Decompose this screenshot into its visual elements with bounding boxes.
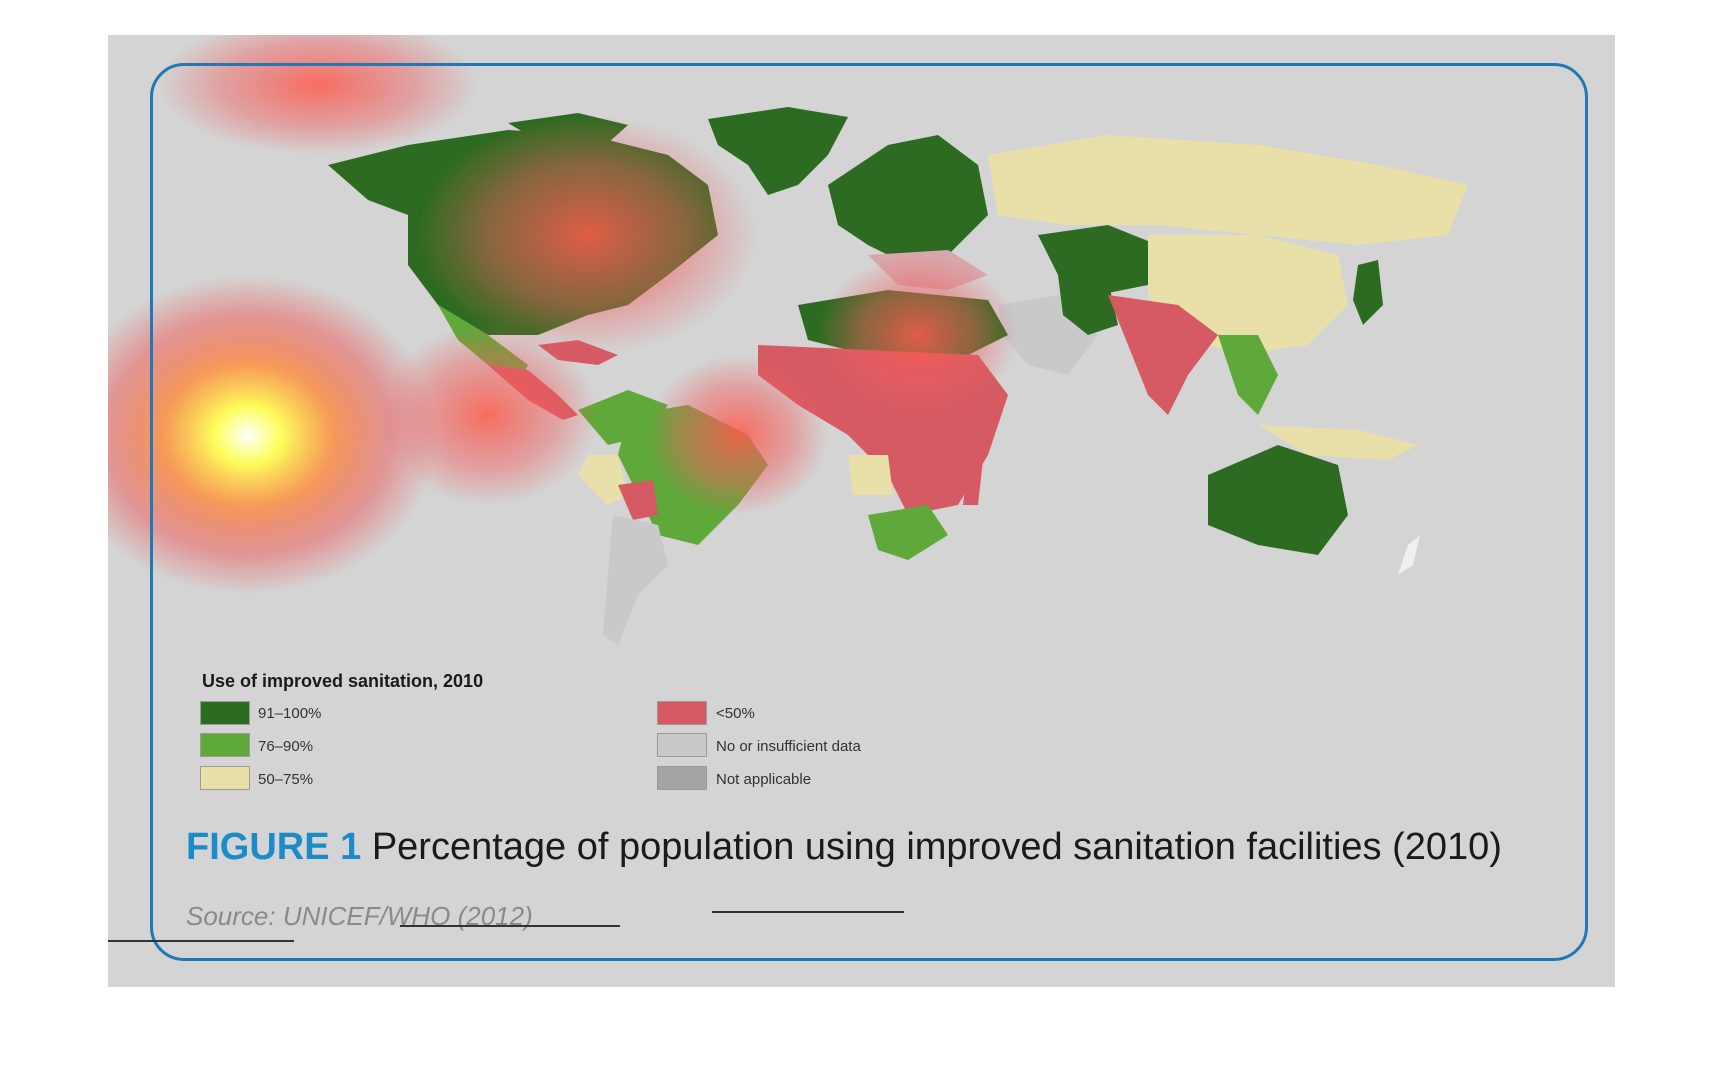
region-peru — [578, 455, 628, 505]
divider-line — [400, 925, 620, 927]
region-japan — [1353, 260, 1383, 325]
legend-swatch-not-applicable — [657, 766, 707, 790]
legend-label-50-75: 50–75% — [258, 771, 314, 788]
legend-label-not-applicable: Not applicable — [716, 771, 812, 788]
region-madagascar — [963, 460, 983, 505]
figure-caption: FIGURE 1 Percentage of population using … — [186, 826, 1502, 869]
legend-swatch-91-100 — [200, 701, 250, 725]
figure-caption-text: Percentage of population using improved … — [371, 826, 1502, 868]
legend-label-under-50: <50% — [716, 705, 755, 722]
region-angola — [848, 455, 893, 495]
region-india — [1108, 295, 1218, 415]
legend-label-no-data: No or insufficient data — [716, 738, 861, 755]
figure-frame — [150, 63, 1588, 961]
legend-swatch-under-50 — [657, 701, 707, 725]
region-new-zealand — [1398, 535, 1420, 575]
heatmap-hotspot-atlantic-north — [418, 115, 758, 355]
region-indonesia — [1258, 425, 1418, 460]
source-note: Source: UNICEF/WHO (2012) — [186, 901, 533, 931]
legend-title: Use of improved sanitation, 2010 — [202, 671, 484, 691]
region-south-africa — [868, 505, 948, 560]
region-iran — [1058, 275, 1118, 335]
region-australia — [1208, 445, 1348, 555]
region-bolivia — [618, 480, 658, 520]
heatmap-hotspot-atlantic-mid — [378, 325, 598, 505]
heatmap-hotspot-north-africa — [818, 255, 1018, 415]
region-europe — [828, 135, 988, 265]
region-indochina — [1218, 335, 1278, 415]
divider-line — [108, 940, 294, 942]
region-greenland — [708, 107, 848, 195]
world-map — [108, 35, 1468, 645]
figure-label: FIGURE 1 — [186, 826, 362, 868]
divider-line — [712, 911, 904, 913]
legend-swatch-50-75 — [200, 766, 250, 790]
heatmap-hotspot-atlantic-south — [648, 355, 828, 515]
heatmap-hotspot-pacific — [108, 275, 438, 595]
region-russia — [988, 135, 1468, 245]
legend-swatch-no-data — [657, 733, 707, 757]
legend-swatch-76-90 — [200, 733, 250, 757]
legend-label-76-90: 76–90% — [258, 738, 314, 755]
legend-label-91-100: 91–100% — [258, 705, 322, 722]
region-southern-cone — [603, 515, 668, 645]
